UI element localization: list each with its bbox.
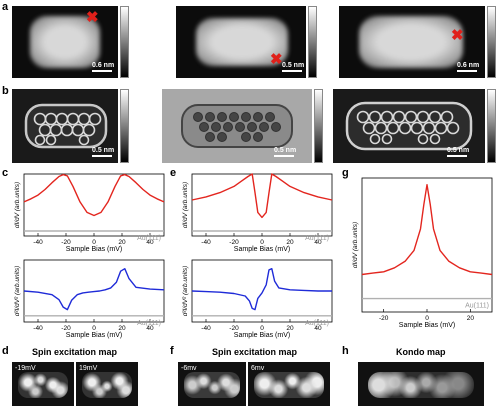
spectrum-line [191,267,332,311]
chart-e-bottom: -40 -20 0 20 40 Sample Bias (mV) d²I/dV² (arb.… [182,259,333,339]
chart-e-top: -40 -20 0 20 40 Sample Bias (mV) dI/dV (arb.un… [182,173,333,253]
spin-map-d-right: 19mV [76,362,138,406]
x-tick-label: 0 [92,325,96,332]
topography-image-3: ✖ 0.6 nm [339,6,485,78]
plot-frame [361,177,493,313]
scale-bar-label: 0.5 nm [274,147,297,154]
scale-bar-label: 0.5 nm [447,147,470,154]
spin-map-d-left: -19mV [12,362,74,406]
x-tick-label: 20 [286,239,294,246]
color-scale-bar [314,89,323,163]
kondo-map-title: Kondo map [396,347,446,357]
spectrum-line [23,267,165,311]
chart-c-top: -40 -20 0 20 40 Sample Bias (mV) dI/dV (arb.un… [14,173,165,253]
spectrum-line [23,173,165,217]
spectrum-line [361,184,493,276]
x-tick-label: 40 [314,239,322,246]
bond-resolved-image-3: 0.5 nm [333,89,485,163]
x-tick-label: 20 [118,239,126,246]
scale-bar-label: 0.5 nm [92,147,115,154]
spin-map-f-left: -6mv [178,362,246,406]
bias-label: -19mV [15,365,36,372]
y-axis-label: dI/dV (arb.units) [352,222,359,268]
panel-label-d: d [2,345,9,357]
y-axis-label: d²I/dV² (arb.units) [182,266,189,317]
x-tick-label: 0 [260,325,264,332]
x-tick-label: -20 [61,325,71,332]
spin-map-title-d: Spin excitation map [32,347,118,357]
plot-frame [23,173,165,237]
x-tick-label: -40 [33,325,43,332]
x-tick-label: -20 [229,325,239,332]
x-tick-label: -20 [61,239,71,246]
spectrum-line [191,173,333,219]
bond-resolved-image-1: 0.5 nm [12,89,118,163]
y-axis-label: dI/dV (arb.units) [182,182,189,228]
panel-label-c: c [2,167,9,179]
x-tick-label: -40 [201,325,211,332]
panel-label-a: a [2,1,9,13]
bias-label: -6mv [181,365,197,372]
x-axis-label: Sample Bias (mV) [399,322,455,329]
color-scale-bar [487,6,496,78]
y-axis-label: dI/dV (arb.units) [14,182,21,228]
panel-label-g: g [342,167,349,179]
spin-map-f-right: 6mv [248,362,330,406]
bias-label: 6mv [251,365,265,372]
tip-position-marker: ✖ [86,9,99,26]
x-tick-label: 40 [314,325,322,332]
kondo-map [358,362,484,406]
x-axis-label: Sample Bias (mV) [234,332,290,339]
spin-map-title-f: Spin excitation map [212,347,298,357]
hexagon-lattice [345,101,473,151]
x-tick-label: 0 [260,239,264,246]
color-scale-bar [308,6,317,78]
panel-label-f: f [170,345,174,357]
x-axis-label: Sample Bias (mV) [66,332,122,339]
chart-c-bottom: -40 -20 0 20 40 Sample Bias (mV) d²I/dV² (arb.… [14,259,165,339]
x-tick-label: -20 [379,315,389,322]
series-label: Au(111) [137,235,161,242]
scale-bar-label: 0.6 nm [92,62,115,69]
hexagon-lattice [24,103,108,149]
x-tick-label: -20 [229,239,239,246]
x-tick-label: -40 [33,239,43,246]
topography-image-1: ✖ 0.6 nm [12,6,118,78]
x-axis-label: Sample Bias (mV) [66,246,122,253]
tip-position-marker: ✖ [270,51,283,68]
y-axis-label: d²I/dV² (arb.units) [14,266,21,317]
x-tick-label: 0 [425,315,429,322]
x-tick-label: 40 [146,325,154,332]
hexagon-lattice [181,104,293,148]
x-axis-label: Sample Bias (mV) [234,246,290,253]
x-tick-label: 0 [92,239,96,246]
topography-image-2: ✖ 0.5 nm [176,6,306,78]
color-scale-bar [487,89,496,163]
bond-resolved-image-2: 0.5 nm [162,89,312,163]
panel-label-b: b [2,85,9,97]
scale-bar-label: 0.6 nm [457,62,480,69]
chart-g: -20 0 20 Sample Bias (mV) dI/dV (arb.units) A… [352,177,493,329]
x-tick-label: 40 [146,239,154,246]
color-scale-bar [120,6,129,78]
x-tick-label: 20 [467,315,475,322]
panel-label-h: h [342,345,349,357]
panel-label-e: e [170,167,177,179]
series-label: Au(111) [305,235,329,242]
tip-position-marker: ✖ [451,27,464,44]
plot-frame [191,173,333,237]
x-tick-label: -40 [201,239,211,246]
series-label: Au(111) [465,303,489,310]
series-label: Au(111) [305,320,329,327]
color-scale-bar [120,89,129,163]
x-tick-label: 20 [286,325,294,332]
scale-bar-label: 0.5 nm [282,62,305,69]
bias-label: 19mV [79,365,98,372]
x-tick-label: 20 [118,325,126,332]
series-label: Au(111) [137,320,161,327]
